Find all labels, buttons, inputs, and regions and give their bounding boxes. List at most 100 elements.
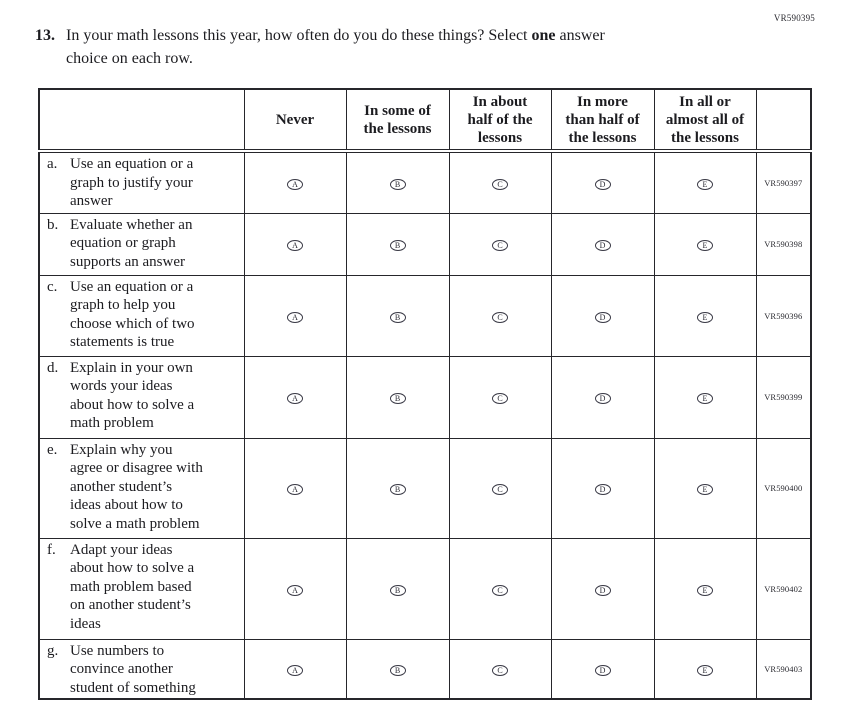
header-never: Never — [243, 88, 347, 153]
answer-bubble-b[interactable]: B — [389, 240, 406, 251]
option-cell: E — [653, 638, 757, 700]
row-accession-code: VR590402 — [755, 537, 812, 640]
answer-bubble-a[interactable]: A — [287, 393, 303, 404]
option-cell: B — [345, 355, 450, 439]
option-cell: C — [448, 537, 552, 640]
answer-bubble-b[interactable]: B — [389, 584, 406, 596]
header-blank-question — [38, 88, 245, 153]
header-blank-code — [755, 88, 812, 153]
answer-bubble-e[interactable]: E — [697, 664, 713, 676]
answer-bubble-a[interactable]: A — [287, 584, 303, 596]
answer-bubble-a[interactable]: A — [287, 664, 303, 676]
answer-bubble-b[interactable]: B — [389, 178, 406, 190]
answer-bubble-c[interactable]: C — [492, 311, 508, 323]
row-accession-code: VR590398 — [755, 212, 812, 276]
answer-bubble-e[interactable]: E — [697, 178, 713, 190]
row-letter: d. — [47, 359, 59, 376]
answer-bubble-d[interactable]: D — [594, 584, 611, 596]
row-accession-code: VR590396 — [755, 274, 812, 357]
option-cell: B — [345, 638, 450, 700]
option-cell: B — [345, 274, 450, 357]
answer-bubble-a[interactable]: A — [287, 178, 303, 190]
option-cell: B — [345, 437, 450, 539]
answer-bubble-a[interactable]: A — [287, 484, 303, 495]
answer-bubble-e[interactable]: E — [697, 584, 713, 596]
answer-bubble-b[interactable]: B — [389, 393, 406, 404]
answer-bubble-c[interactable]: C — [492, 484, 508, 495]
option-cell: A — [243, 355, 347, 439]
answer-bubble-d[interactable]: D — [594, 311, 611, 323]
row-text: Explain why you agree or disagree with a… — [70, 441, 203, 532]
option-cell: A — [243, 274, 347, 357]
option-cell: C — [448, 274, 552, 357]
option-cell: C — [448, 638, 552, 700]
option-cell: C — [448, 355, 552, 439]
option-cell: D — [550, 150, 655, 214]
answer-bubble-d[interactable]: D — [594, 178, 611, 190]
answer-bubble-b[interactable]: B — [389, 664, 406, 676]
answer-bubble-c[interactable]: C — [492, 393, 508, 404]
row-text: Adapt your ideas about how to solve a ma… — [70, 541, 195, 632]
option-cell: D — [550, 437, 655, 539]
option-cell: E — [653, 355, 757, 439]
header-more-than-half: In more than half of the lessons — [550, 88, 655, 153]
answer-bubble-e[interactable]: E — [697, 484, 713, 495]
header-some-lessons: In some of the lessons — [345, 88, 450, 153]
question-number: 13. — [35, 27, 55, 44]
row-question-cell: b. Evaluate whether an equation or graph … — [38, 212, 245, 276]
option-cell: B — [345, 537, 450, 640]
row-letter: a. — [47, 156, 58, 172]
row-question-cell: a. Use an equation or a graph to justify … — [38, 150, 245, 214]
answer-bubble-d[interactable]: D — [594, 393, 611, 404]
answer-bubble-e[interactable]: E — [697, 393, 713, 404]
option-cell: D — [550, 638, 655, 700]
option-cell: C — [448, 150, 552, 214]
answer-bubble-c[interactable]: C — [492, 664, 508, 676]
answer-bubble-a[interactable]: A — [287, 311, 303, 323]
table-row: f. Adapt your ideas about how to solve a … — [38, 537, 812, 640]
row-letter: b. — [47, 216, 59, 233]
table-row: a. Use an equation or a graph to justify … — [38, 150, 812, 214]
header-row: Never In some of the lessons In about ha… — [38, 88, 812, 153]
row-question-cell: d. Explain in your own words your ideas a… — [38, 355, 245, 439]
row-letter: f. — [47, 541, 56, 558]
option-cell: D — [550, 355, 655, 439]
question-text: In your math lessons this year, how ofte… — [66, 24, 605, 70]
option-cell: A — [243, 537, 347, 640]
row-letter: c. — [47, 278, 58, 295]
answer-bubble-c[interactable]: C — [492, 240, 508, 251]
row-text: Use an equation or a graph to help you c… — [70, 278, 195, 351]
table-row: e. Explain why you agree or disagree with… — [38, 437, 812, 539]
table-row: b. Evaluate whether an equation or graph … — [38, 212, 812, 276]
table-row: g. Use numbers to convince another studen… — [38, 638, 812, 700]
option-cell: D — [550, 537, 655, 640]
answer-bubble-c[interactable]: C — [492, 178, 508, 190]
answer-bubble-b[interactable]: B — [389, 311, 406, 323]
table-row: d. Explain in your own words your ideas a… — [38, 355, 812, 439]
row-letter: e. — [47, 441, 58, 458]
question-stem: 13. In your math lessons this year, how … — [35, 24, 735, 70]
table-body: a. Use an equation or a graph to justify … — [38, 150, 812, 700]
option-cell: E — [653, 150, 757, 214]
option-cell: E — [653, 437, 757, 539]
option-cell: A — [243, 150, 347, 214]
question-text-line2: choice on each row. — [66, 50, 193, 67]
answer-bubble-b[interactable]: B — [389, 484, 406, 495]
row-accession-code: VR590400 — [755, 437, 812, 539]
option-cell: B — [345, 212, 450, 276]
option-cell: C — [448, 437, 552, 539]
answer-bubble-d[interactable]: D — [594, 240, 611, 251]
row-accession-code: VR590399 — [755, 355, 812, 439]
row-letter: g. — [47, 642, 59, 659]
option-cell: C — [448, 212, 552, 276]
answer-bubble-d[interactable]: D — [594, 664, 611, 676]
option-cell: E — [653, 212, 757, 276]
answer-bubble-e[interactable]: E — [697, 311, 713, 323]
answer-bubble-a[interactable]: A — [287, 240, 303, 251]
answer-bubble-e[interactable]: E — [697, 240, 713, 251]
row-question-cell: e. Explain why you agree or disagree with… — [38, 437, 245, 539]
row-accession-code: VR590397 — [755, 150, 812, 214]
answer-bubble-c[interactable]: C — [492, 584, 508, 596]
answer-bubble-d[interactable]: D — [594, 484, 611, 495]
